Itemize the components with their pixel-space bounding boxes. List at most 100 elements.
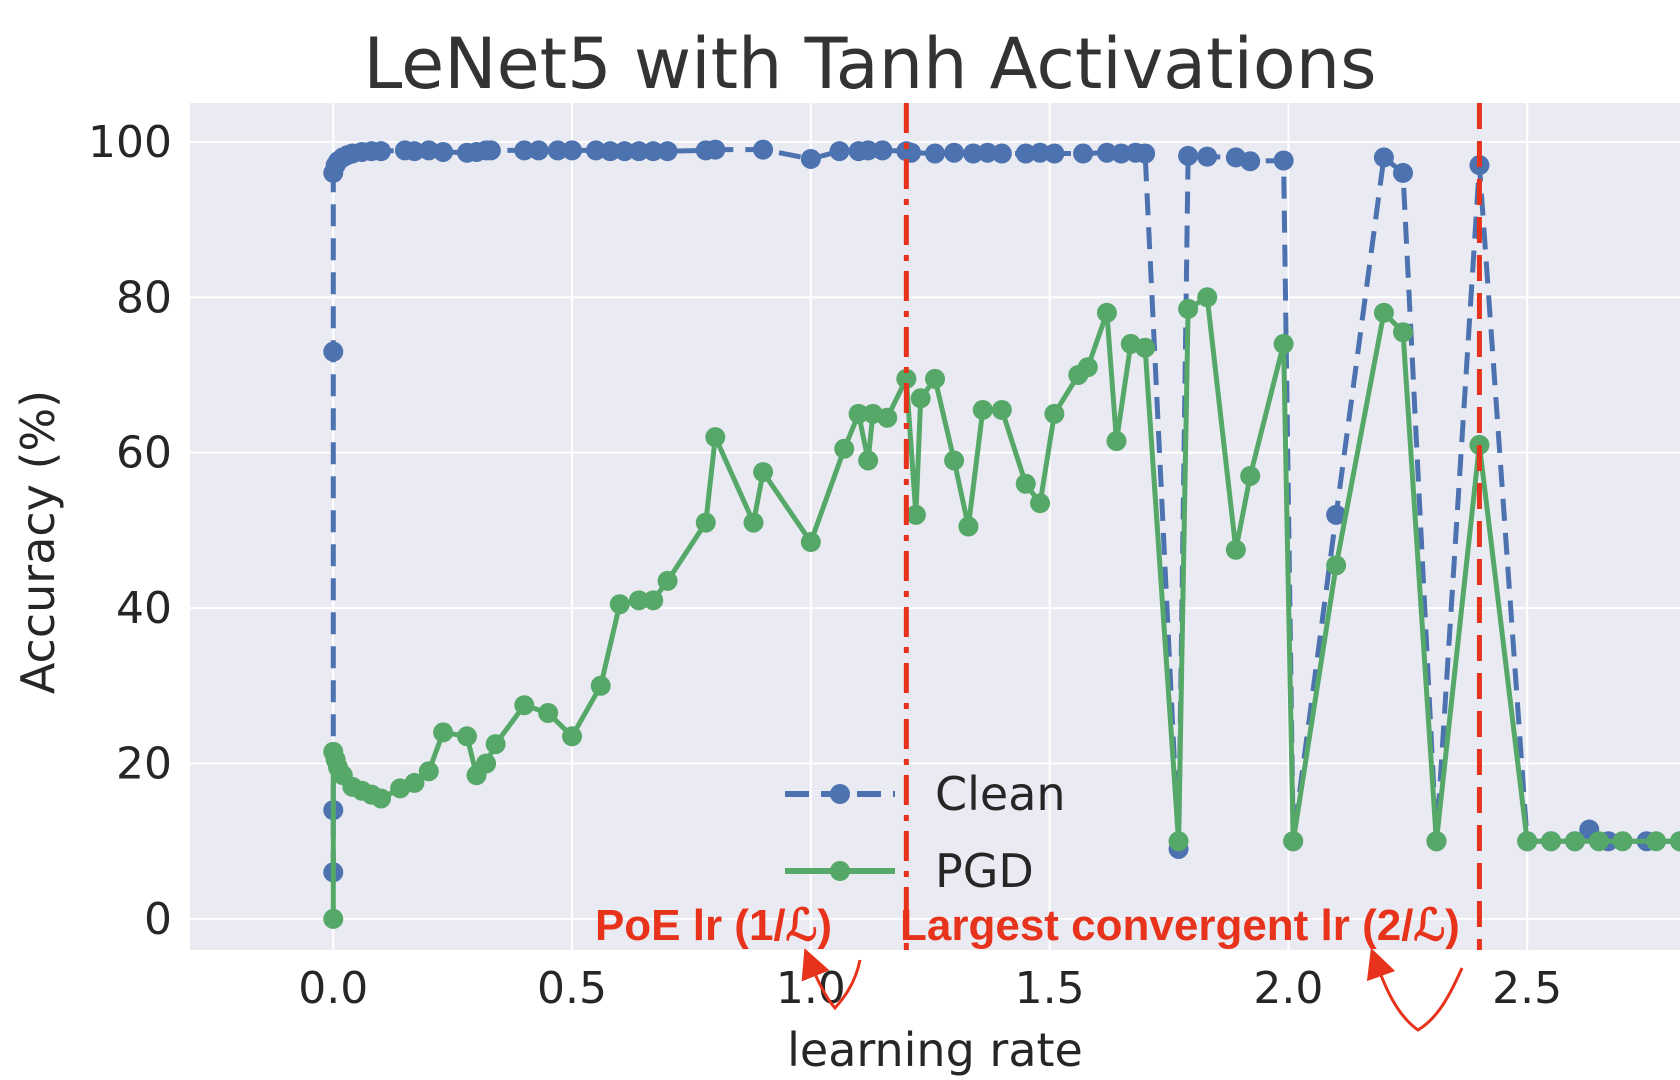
series-pgd-point: [485, 734, 506, 755]
series-clean-point: [585, 140, 606, 161]
series-clean-point: [371, 141, 392, 162]
series-pgd-point: [743, 512, 764, 533]
series-clean-point: [977, 142, 998, 163]
series-pgd-point: [1015, 473, 1036, 494]
series-clean-point: [1373, 147, 1394, 168]
series-pgd-point: [628, 590, 649, 611]
x-tick-label: 0.5: [537, 963, 607, 1014]
series-layer: [323, 139, 1680, 929]
series-pgd-point: [944, 450, 965, 471]
series-pgd-point: [418, 761, 439, 782]
series-pgd-point: [991, 399, 1012, 420]
legend-clean-label: Clean: [935, 767, 1066, 821]
series-pgd-point: [643, 590, 664, 611]
series-clean-point: [1073, 143, 1094, 164]
series-pgd-point: [371, 788, 392, 809]
series-clean-point: [1197, 146, 1218, 167]
x-tick-label: 2.0: [1253, 963, 1323, 1014]
series-pgd-point: [590, 675, 611, 696]
series-pgd-point: [1096, 302, 1117, 323]
series-pgd-point: [456, 726, 477, 747]
series-clean-point: [1273, 150, 1294, 171]
series-pgd-point: [476, 753, 497, 774]
series-clean-point: [528, 140, 549, 161]
series-clean-point: [705, 139, 726, 160]
series-pgd-point: [657, 570, 678, 591]
series-pgd-point: [753, 462, 774, 483]
series-pgd-point: [1135, 337, 1156, 358]
series-pgd-point: [1541, 831, 1562, 852]
legend-pgd-marker: [830, 861, 850, 881]
y-tick-label: 100: [88, 117, 172, 168]
legend-clean-marker: [830, 784, 850, 804]
series-clean-point: [1135, 143, 1156, 164]
series-pgd-point: [905, 504, 926, 525]
series-pgd-point: [1670, 831, 1680, 852]
series-pgd-point: [896, 368, 917, 389]
y-tick-label: 40: [116, 583, 172, 634]
series-pgd-point: [562, 726, 583, 747]
series-pgd-point: [1077, 357, 1098, 378]
series-pgd-point: [848, 403, 869, 424]
series-pgd-point: [925, 368, 945, 389]
series-clean-point: [1111, 143, 1132, 164]
x-axis-ticks: 0.0 0.5 1.0 1.5 2.0 2.5: [298, 963, 1562, 1014]
largest-convergent-lr-annotation: Largest convergent lr (2/ℒ): [900, 901, 1460, 950]
grid-lines: [190, 103, 1680, 950]
series-clean-point: [1240, 151, 1261, 172]
series-pgd-point: [323, 908, 344, 929]
series-pgd-point: [1393, 322, 1414, 343]
series-pgd-point: [1517, 831, 1538, 852]
series-pgd-point: [1373, 302, 1394, 323]
x-axis-label: learning rate: [787, 1023, 1083, 1077]
series-clean-point: [404, 141, 425, 162]
legend-pgd-label: PGD: [935, 844, 1034, 898]
y-tick-label: 20: [116, 739, 172, 790]
annotations: PoE lr (1/ℒ) Largest convergent lr (2/ℒ): [595, 901, 1464, 1032]
series-clean-point: [643, 141, 664, 162]
series-clean-point: [1178, 145, 1199, 166]
series-clean-point: [800, 148, 821, 169]
series-pgd-point: [1469, 434, 1490, 455]
series-clean-point: [600, 141, 621, 162]
series-pgd-point: [1283, 831, 1304, 852]
series-clean-point: [1326, 504, 1347, 525]
series-pgd-point: [1564, 831, 1585, 852]
series-pgd-point: [800, 532, 821, 553]
y-axis-label: Accuracy (%): [11, 390, 65, 694]
series-pgd-point: [538, 702, 559, 723]
chart-title: LeNet5 with Tanh Activations: [363, 23, 1376, 105]
series-clean-point: [1030, 142, 1051, 163]
series-clean-point: [657, 141, 678, 162]
x-tick-label: 1.5: [1015, 963, 1085, 1014]
largest-lr-arrow: [1366, 947, 1464, 1032]
series-clean-point: [547, 140, 568, 161]
series-pgd-point: [1178, 298, 1199, 319]
poe-lr-arrow: [801, 948, 862, 1011]
series-clean-point: [1393, 162, 1414, 183]
series-pgd-point: [910, 388, 931, 409]
series-pgd-point: [1588, 831, 1609, 852]
x-tick-label: 0.0: [298, 963, 368, 1014]
reference-lines: [903, 103, 1482, 950]
series-pgd-point: [1326, 555, 1347, 576]
series-clean-point: [872, 140, 893, 161]
series-clean-point: [323, 341, 344, 362]
y-tick-label: 80: [116, 272, 172, 323]
series-pgd-point: [609, 594, 630, 615]
series-clean-point: [562, 140, 583, 161]
series-pgd-point: [1168, 831, 1189, 852]
series-pgd-point: [1240, 465, 1261, 486]
series-pgd-point: [877, 407, 898, 428]
series-clean-point: [628, 141, 649, 162]
series-clean-point: [991, 143, 1012, 164]
series-clean-point: [433, 141, 454, 162]
legend: Clean PGD: [785, 767, 1066, 898]
series-pgd-point: [1106, 431, 1127, 452]
series-pgd-point: [1273, 333, 1294, 354]
y-tick-label: 0: [144, 894, 172, 945]
series-clean-point: [480, 140, 501, 161]
series-pgd-point: [1044, 403, 1065, 424]
series-pgd-point: [1646, 831, 1667, 852]
